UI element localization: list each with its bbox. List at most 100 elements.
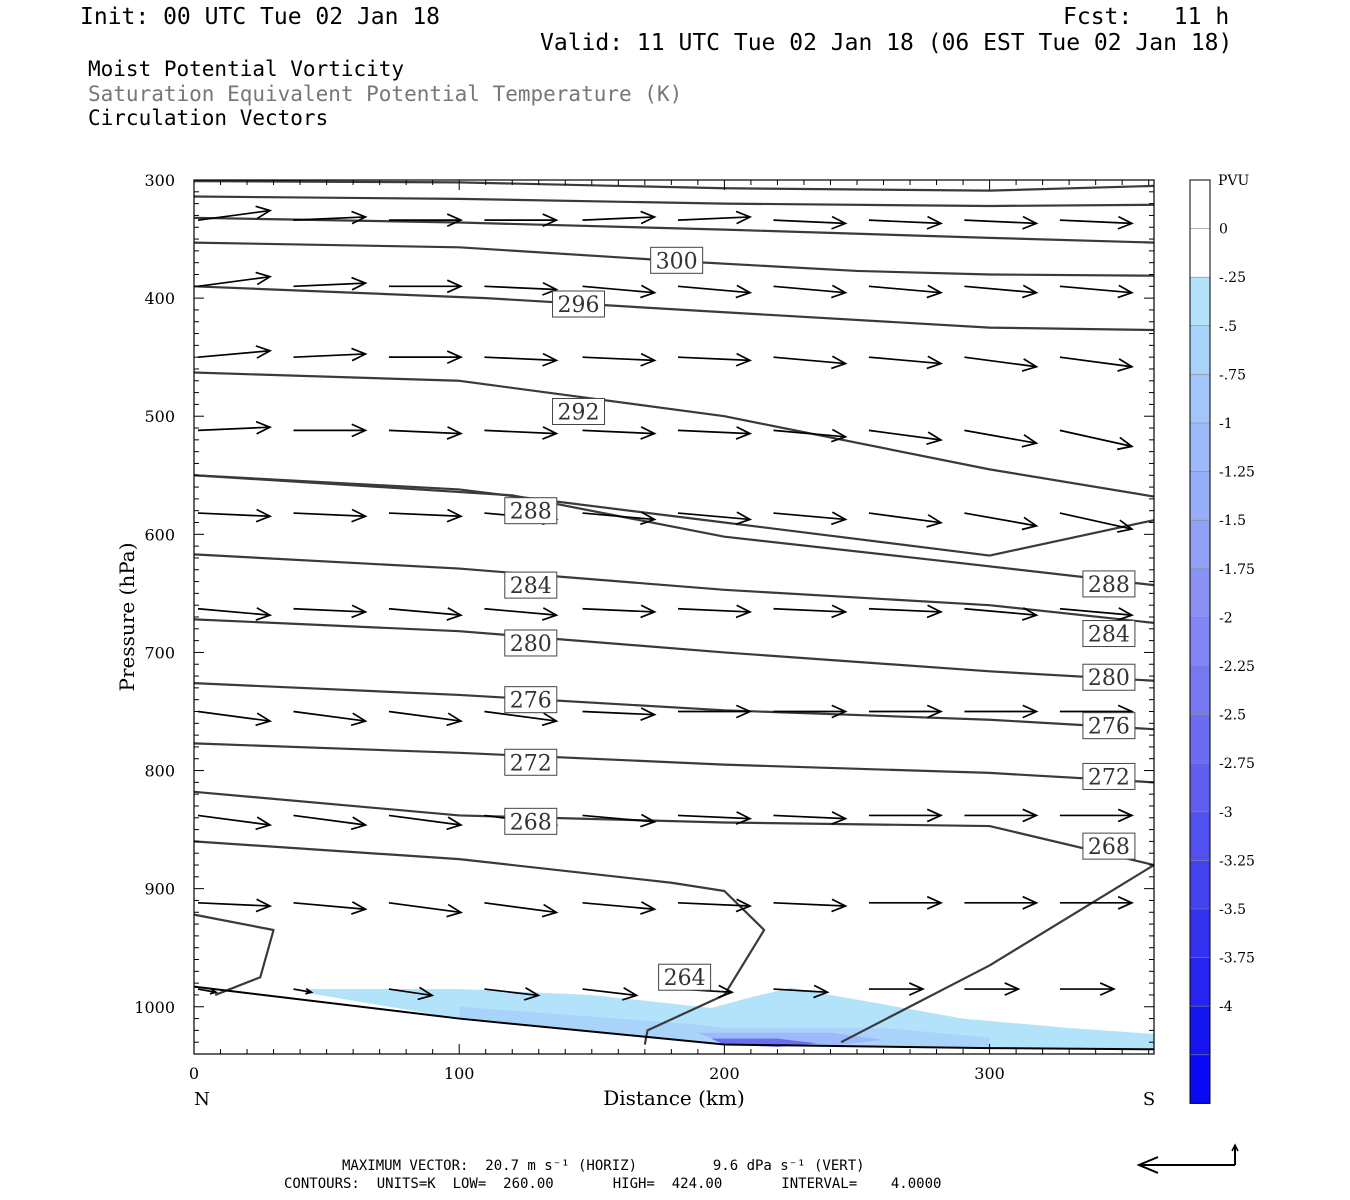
field-title-theta-es: Saturation Equivalent Potential Temperat… bbox=[88, 82, 683, 106]
y-tick-label: 500 bbox=[144, 407, 175, 426]
contour-276-10 bbox=[193, 682, 1155, 731]
vector-shaft bbox=[484, 607, 557, 616]
colorbar-label: -.5 bbox=[1219, 319, 1237, 335]
vector-head bbox=[926, 514, 944, 528]
vector-shaft bbox=[964, 607, 1037, 616]
vector-shaft bbox=[1059, 356, 1132, 368]
vector-head bbox=[417, 986, 435, 1001]
vector-head bbox=[926, 284, 944, 299]
vector-shaft bbox=[677, 607, 751, 613]
vector-shaft bbox=[677, 429, 751, 435]
vector-shaft bbox=[1059, 429, 1133, 448]
vector-shaft bbox=[293, 216, 366, 222]
vector-head bbox=[1117, 284, 1134, 299]
contour-label-box bbox=[658, 963, 712, 991]
vector-shaft bbox=[388, 429, 461, 435]
vector-head bbox=[446, 508, 464, 523]
vector-shaft bbox=[773, 285, 846, 294]
vector-head bbox=[1022, 215, 1039, 230]
vector-shaft bbox=[484, 901, 557, 914]
vector-head bbox=[351, 508, 368, 523]
vector-head bbox=[255, 345, 273, 359]
colorbar-swatch-15 bbox=[1190, 909, 1210, 958]
vector-head bbox=[735, 604, 753, 619]
vector-head bbox=[446, 712, 464, 727]
vector-shaft bbox=[293, 814, 366, 826]
contour-302-1 bbox=[193, 195, 1155, 208]
vector-shaft bbox=[582, 988, 637, 997]
vector-head bbox=[351, 210, 368, 225]
contour-label: 276 bbox=[510, 689, 552, 714]
vector-head bbox=[446, 279, 464, 294]
colorbar-swatch-4 bbox=[1190, 374, 1210, 423]
vector-head bbox=[541, 712, 559, 727]
colorbar-label: -1.75 bbox=[1219, 562, 1255, 578]
contour-info-note: CONTOURS: UNITS=K LOW= 260.00 HIGH= 424.… bbox=[284, 1176, 942, 1192]
contour-label-box bbox=[504, 571, 558, 599]
vector-shaft bbox=[1059, 285, 1132, 294]
contour-264-14 bbox=[193, 913, 275, 996]
vector-head bbox=[255, 420, 273, 435]
vector-head bbox=[735, 811, 753, 825]
vector-head bbox=[640, 707, 657, 721]
vector-head bbox=[926, 808, 944, 823]
vector-head bbox=[831, 811, 848, 825]
y-tick-label: 600 bbox=[144, 525, 175, 544]
plot-frame bbox=[193, 179, 1155, 1055]
contour-268-12 bbox=[193, 790, 1155, 867]
colorbar-label: -2.5 bbox=[1219, 708, 1246, 724]
vector-shaft bbox=[773, 901, 846, 907]
vector-head bbox=[735, 284, 753, 299]
contour-label-box bbox=[1082, 570, 1136, 598]
vector-shaft bbox=[773, 988, 828, 994]
vector-head bbox=[831, 604, 848, 619]
colorbar-swatch-16 bbox=[1190, 957, 1210, 1007]
max-vector-note: MAXIMUM VECTOR: 20.7 m s⁻¹ (HORIZ) 9.6 d… bbox=[342, 1158, 865, 1174]
vector-shaft bbox=[773, 512, 846, 521]
vector-head bbox=[926, 604, 944, 619]
vector-shaft bbox=[1059, 607, 1132, 616]
vector-head bbox=[1117, 215, 1134, 230]
vector-head bbox=[446, 903, 464, 918]
field-title-mpv: Moist Potential Vorticity bbox=[88, 57, 405, 81]
vector-shaft bbox=[293, 282, 366, 288]
contour-292-5 bbox=[193, 371, 1155, 498]
contour-272-11 bbox=[193, 742, 1155, 784]
vector-head bbox=[446, 350, 464, 365]
vector-shaft bbox=[582, 901, 655, 911]
vector-shaft bbox=[197, 814, 271, 826]
vector-head bbox=[735, 898, 753, 913]
vector-head bbox=[446, 213, 464, 228]
x-tick-label: 0 bbox=[189, 1064, 199, 1083]
vector-shaft bbox=[677, 901, 751, 907]
vector-head bbox=[735, 511, 753, 526]
vector-head bbox=[831, 284, 848, 299]
vector-shaft bbox=[484, 710, 557, 722]
vector-shaft bbox=[677, 216, 751, 222]
contour-label: 280 bbox=[510, 632, 552, 657]
vector-head bbox=[1117, 358, 1134, 372]
vector-shaft bbox=[582, 814, 655, 823]
vector-head bbox=[1117, 808, 1134, 823]
contour-264-15 bbox=[840, 864, 1155, 1044]
x-tick-label: 300 bbox=[974, 1064, 1005, 1083]
valid-time: Valid: 11 UTC Tue 02 Jan 18 (06 EST Tue … bbox=[540, 30, 1233, 56]
vector-shaft bbox=[582, 710, 655, 716]
vector-shaft bbox=[197, 275, 271, 288]
colorbar-label: -.25 bbox=[1219, 270, 1246, 286]
vector-head bbox=[305, 988, 314, 995]
contour-label: 280 bbox=[1088, 666, 1130, 691]
vector-head bbox=[1021, 284, 1039, 299]
vector-head bbox=[831, 511, 848, 526]
colorbar-swatch-17 bbox=[1190, 1006, 1210, 1055]
vector-head bbox=[735, 352, 753, 367]
forecast-hour: Fcst: 11 h bbox=[1063, 4, 1230, 30]
vector-shaft bbox=[868, 607, 941, 613]
x-end-label-south: S bbox=[1143, 1089, 1155, 1110]
colorbar-label: -3.75 bbox=[1219, 951, 1255, 967]
vector-head bbox=[1099, 982, 1116, 996]
colorbar-swatch-12 bbox=[1190, 763, 1210, 812]
axes: Pressure (hPa) Distance (km) N S 300 400 5… bbox=[115, 171, 1155, 1110]
vector-shaft bbox=[677, 356, 751, 362]
colorbar-label: -3.25 bbox=[1219, 853, 1255, 869]
